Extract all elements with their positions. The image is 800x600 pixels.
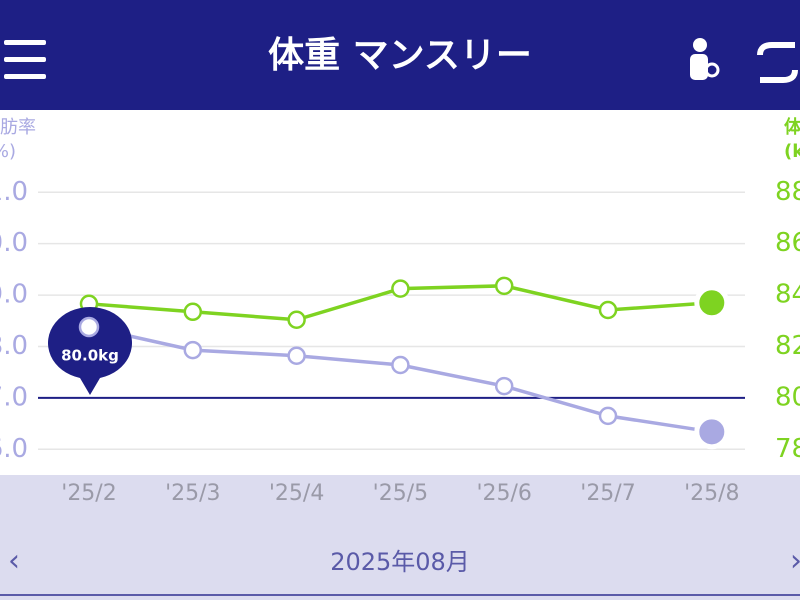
data-point-ring bbox=[183, 302, 203, 322]
data-point-ring bbox=[391, 279, 410, 298]
data-point bbox=[495, 377, 514, 396]
y2-tick-label: 84 bbox=[775, 280, 800, 310]
data-point bbox=[694, 414, 730, 450]
y2-axis-title: (kg) bbox=[784, 141, 800, 162]
y-tick-label: 16.0 bbox=[0, 434, 28, 464]
highlight-point bbox=[78, 316, 100, 338]
data-point-ring bbox=[598, 406, 618, 426]
tooltip-bubble bbox=[47, 307, 132, 395]
y-axis-title: 体脂肪率 bbox=[0, 117, 36, 138]
data-point-ring bbox=[494, 376, 514, 396]
x-tick-label: '25/4 bbox=[269, 481, 324, 506]
header bbox=[0, 0, 800, 110]
y-tick-label: 18.0 bbox=[0, 331, 28, 361]
x-tick-label: '25/8 bbox=[684, 481, 739, 506]
x-tick-label: '25/3 bbox=[165, 481, 220, 506]
data-point bbox=[287, 310, 306, 329]
y-tick-label: 21.0 bbox=[0, 177, 28, 207]
y-tick-label: 19.0 bbox=[0, 280, 28, 310]
menu-button[interactable] bbox=[4, 40, 46, 79]
x-tick-label: '25/7 bbox=[580, 481, 635, 506]
next-button[interactable]: › bbox=[790, 544, 800, 579]
data-point-ring bbox=[183, 340, 203, 360]
y2-tick-label: 80 bbox=[775, 382, 800, 412]
data-point bbox=[694, 285, 730, 321]
data-point-ring bbox=[391, 355, 410, 375]
data-point bbox=[183, 341, 202, 360]
data-point-ring bbox=[494, 276, 514, 296]
title: 体重 マンスリー bbox=[268, 35, 532, 76]
data-point bbox=[391, 355, 410, 374]
y-tick-label: 17.0 bbox=[0, 382, 28, 412]
data-point bbox=[599, 300, 617, 319]
x-tick-label: '25/5 bbox=[373, 481, 428, 506]
data-point-ring bbox=[598, 300, 618, 320]
x-tick-label: '25/6 bbox=[476, 481, 531, 506]
data-point-ring bbox=[287, 346, 306, 365]
y2-tick-label: 86 bbox=[775, 228, 800, 258]
user-search-button[interactable] bbox=[690, 38, 720, 80]
month-label: 2025年08月 bbox=[330, 548, 470, 576]
x-tick-label: '25/2 bbox=[61, 481, 116, 506]
data-point bbox=[391, 279, 410, 298]
switch-button[interactable] bbox=[757, 42, 798, 83]
data-point bbox=[599, 406, 617, 425]
footer-line bbox=[0, 594, 800, 596]
data-point bbox=[495, 276, 514, 295]
y2-axis-title: 体重 bbox=[784, 116, 800, 138]
y-axis-title: (%) bbox=[0, 141, 16, 162]
y-tick-label: 20.0 bbox=[0, 228, 28, 258]
y2-tick-label: 82 bbox=[775, 331, 800, 361]
y2-tick-label: 78 bbox=[775, 434, 800, 464]
data-point bbox=[287, 346, 306, 365]
footer bbox=[0, 475, 800, 600]
tooltip-text: 80.0kg bbox=[61, 347, 119, 365]
data-point bbox=[183, 302, 202, 321]
data-point-ring bbox=[287, 310, 306, 329]
y2-tick-label: 88 bbox=[775, 177, 800, 207]
prev-button[interactable]: ‹ bbox=[8, 544, 20, 579]
